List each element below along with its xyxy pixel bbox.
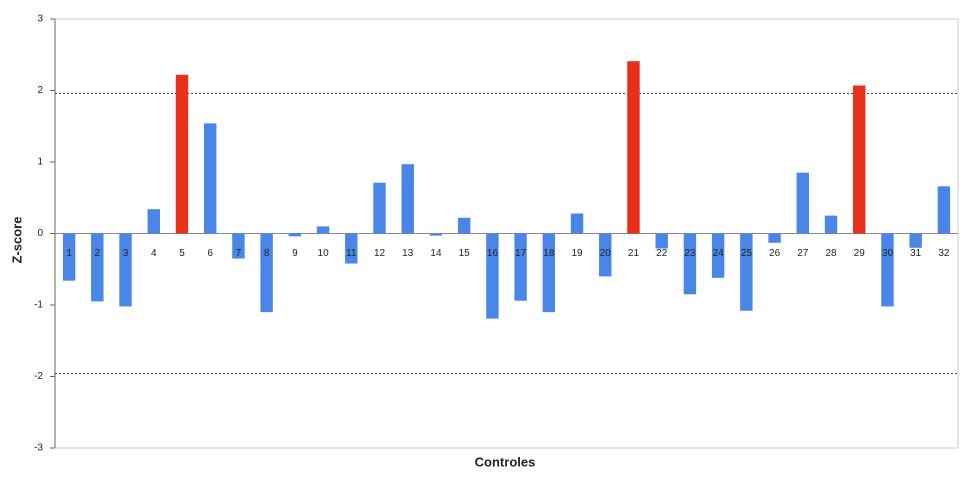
x-tick-label: 28 <box>825 248 837 259</box>
x-tick-label: 18 <box>543 248 555 259</box>
bar <box>486 233 499 319</box>
bar <box>542 233 556 313</box>
x-tick-label: 21 <box>628 248 640 259</box>
bar <box>796 172 810 234</box>
x-tick-label: 2 <box>95 248 101 259</box>
x-tick-label: 31 <box>910 248 922 259</box>
bar <box>768 233 781 243</box>
x-tick-label: 6 <box>207 248 213 259</box>
bar <box>401 164 414 234</box>
x-tick-label: 29 <box>854 248 866 259</box>
x-tick-label: 13 <box>402 248 414 259</box>
x-tick-label: 1 <box>66 248 72 259</box>
bar <box>655 233 668 249</box>
x-tick-label: 32 <box>938 248 950 259</box>
x-tick-label: 17 <box>515 248 527 259</box>
bar <box>711 233 725 278</box>
bar <box>288 233 302 237</box>
bar <box>683 233 697 295</box>
bar <box>853 85 866 234</box>
x-tick-label: 22 <box>656 248 668 259</box>
bar <box>260 233 273 313</box>
x-tick-label: 27 <box>797 248 809 259</box>
y-tick-label: 0 <box>37 228 43 239</box>
x-tick-label: 7 <box>236 248 242 259</box>
x-tick-label: 11 <box>346 248 357 259</box>
x-tick-label: 16 <box>487 248 499 259</box>
bar <box>345 233 358 264</box>
bar <box>627 61 640 234</box>
bar <box>373 182 386 234</box>
bar <box>119 233 132 307</box>
bar <box>175 74 189 234</box>
y-tick-label: -1 <box>34 300 43 311</box>
y-tick-label: 1 <box>37 157 43 168</box>
x-tick-label: 3 <box>123 248 129 259</box>
bar <box>457 217 471 234</box>
bar <box>232 233 245 259</box>
y-tick-label: -3 <box>34 443 43 454</box>
x-tick-label: 10 <box>318 248 330 259</box>
x-tick-label: 5 <box>179 248 185 259</box>
y-tick-label: -2 <box>34 371 43 382</box>
y-tick-label: 3 <box>37 14 43 25</box>
bar <box>599 233 612 277</box>
x-tick-label: 24 <box>713 248 725 259</box>
x-tick-label: 30 <box>882 248 894 259</box>
x-tick-label: 9 <box>292 248 298 259</box>
x-tick-label: 23 <box>684 248 696 259</box>
x-tick-label: 15 <box>459 248 471 259</box>
bar <box>937 186 951 234</box>
bar <box>824 215 838 234</box>
y-tick-label: 2 <box>37 85 43 96</box>
x-tick-label: 26 <box>769 248 781 259</box>
bar <box>203 123 217 234</box>
bar <box>740 233 753 311</box>
x-axis-label: Controles <box>475 454 536 469</box>
x-tick-label: 8 <box>264 248 270 259</box>
bar <box>909 233 922 248</box>
x-tick-label: 12 <box>374 248 386 259</box>
bar <box>429 233 443 236</box>
x-tick-label: 14 <box>430 248 442 259</box>
y-axis-label: Z-score <box>9 217 24 264</box>
bar <box>147 209 160 234</box>
x-tick-label: 4 <box>151 248 157 259</box>
x-tick-label: 25 <box>741 248 753 259</box>
bar <box>91 233 104 302</box>
x-tick-label: 19 <box>571 248 583 259</box>
bar <box>316 226 330 234</box>
bar <box>881 233 894 307</box>
bar <box>514 233 527 301</box>
bar <box>570 213 584 234</box>
x-tick-label: 20 <box>600 248 612 259</box>
bar <box>62 233 76 281</box>
